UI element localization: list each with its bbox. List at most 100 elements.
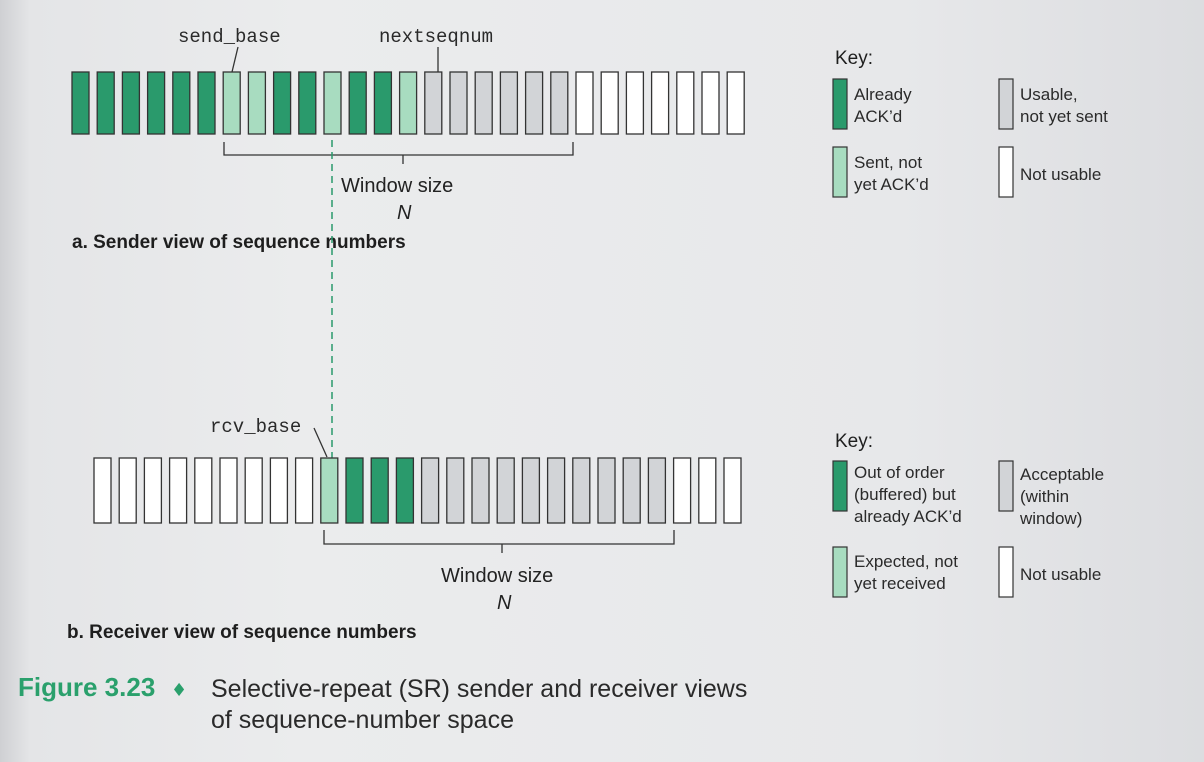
figure-separator: ♦ bbox=[171, 680, 187, 701]
sender-key-text: ACK’d bbox=[854, 107, 902, 126]
sender-seq-box bbox=[96, 71, 115, 135]
receiver-key-text: Expected, not bbox=[854, 552, 958, 571]
receiver-key-title: Key: bbox=[835, 431, 873, 452]
receiver-seq-box bbox=[420, 457, 440, 524]
receiver-key: Key: Out of order (buffered) but already A… bbox=[832, 431, 1104, 598]
sender-key-title: Key: bbox=[835, 48, 873, 69]
receiver-key-text: window) bbox=[1019, 509, 1082, 528]
sender-caption: a. Sender view of sequence numbers bbox=[72, 232, 406, 253]
rcv-base-pointer bbox=[313, 427, 328, 458]
sender-key-swatch bbox=[832, 78, 848, 130]
receiver-key-text: Not usable bbox=[1020, 565, 1101, 584]
receiver-seq-box bbox=[370, 457, 389, 524]
sender-seq-box bbox=[726, 71, 745, 135]
sender-seq-box bbox=[676, 71, 695, 135]
sender-seq-box bbox=[146, 71, 166, 135]
receiver-key-text: yet received bbox=[854, 574, 946, 593]
sender-seq-box bbox=[222, 71, 241, 135]
receiver-seq-box bbox=[219, 457, 238, 524]
sender-key-swatch bbox=[998, 78, 1014, 130]
sender-key-text: Not usable bbox=[1020, 165, 1101, 184]
receiver-sequence-boxes bbox=[93, 457, 742, 524]
sender-seq-box bbox=[650, 71, 670, 135]
receiver-seq-box bbox=[244, 457, 263, 524]
sender-seq-box bbox=[298, 71, 317, 135]
sender-key-swatch bbox=[832, 146, 848, 198]
receiver-seq-box bbox=[395, 457, 415, 524]
sender-window-bracket bbox=[223, 142, 574, 164]
sender-window-label: Window size bbox=[341, 175, 453, 197]
figure-caption-line1: Selective-repeat (SR) sender and receive… bbox=[211, 675, 747, 703]
sender-seq-box bbox=[247, 71, 267, 135]
receiver-seq-box bbox=[194, 457, 213, 524]
receiver-key-text: Out of order bbox=[854, 463, 945, 482]
receiver-seq-box bbox=[471, 457, 490, 524]
receiver-seq-box bbox=[647, 457, 667, 524]
receiver-seq-box bbox=[118, 457, 137, 524]
receiver-key-text: (buffered) but bbox=[854, 485, 956, 504]
sender-seq-box bbox=[600, 71, 619, 135]
sender-seq-box bbox=[449, 71, 468, 135]
receiver-seq-box bbox=[320, 457, 339, 524]
receiver-seq-box bbox=[168, 457, 188, 524]
receiver-seq-box bbox=[546, 457, 566, 524]
nextseqnum-label: nextseqnum bbox=[379, 26, 493, 48]
receiver-seq-box bbox=[521, 457, 541, 524]
sender-sequence-boxes bbox=[71, 71, 745, 135]
receiver-seq-box bbox=[672, 457, 692, 524]
receiver-seq-box bbox=[93, 457, 112, 524]
receiver-window-var: N bbox=[497, 592, 512, 614]
sender-seq-box bbox=[373, 71, 393, 135]
sender-key-text: Sent, not bbox=[854, 153, 922, 172]
receiver-key-swatch bbox=[832, 460, 848, 512]
sender-key-text: yet ACK’d bbox=[854, 175, 929, 194]
sender-key-swatch bbox=[998, 146, 1014, 198]
receiver-seq-box bbox=[446, 457, 465, 524]
sender-window-var: N bbox=[397, 202, 412, 224]
sender-seq-box bbox=[323, 71, 342, 135]
sender-seq-box bbox=[71, 71, 90, 135]
rcv-base-label: rcv_base bbox=[210, 416, 301, 438]
receiver-seq-box bbox=[622, 457, 641, 524]
receiver-seq-box bbox=[345, 457, 364, 524]
receiver-seq-box bbox=[597, 457, 616, 524]
receiver-seq-box bbox=[496, 457, 515, 524]
receiver-window-label: Window size bbox=[441, 565, 553, 587]
receiver-window-bracket bbox=[323, 530, 675, 553]
sender-key-text: Already bbox=[854, 85, 912, 104]
sender-seq-box bbox=[550, 71, 569, 135]
sender-seq-box bbox=[398, 71, 418, 135]
receiver-seq-box bbox=[294, 457, 314, 524]
receiver-key-swatch bbox=[832, 546, 848, 598]
receiver-seq-box bbox=[698, 457, 717, 524]
sender-seq-box bbox=[121, 71, 141, 135]
sender-seq-box bbox=[272, 71, 292, 135]
sender-key-text: not yet sent bbox=[1020, 107, 1108, 126]
receiver-seq-box bbox=[269, 457, 289, 524]
send-base-pointer bbox=[231, 46, 239, 73]
receiver-caption: b. Receiver view of sequence numbers bbox=[67, 622, 417, 643]
figure-caption-line2: of sequence-number space bbox=[211, 706, 514, 734]
sender-seq-box bbox=[474, 71, 493, 135]
receiver-key-swatch bbox=[998, 546, 1014, 598]
receiver-seq-box bbox=[572, 457, 591, 524]
sender-seq-box bbox=[197, 71, 216, 135]
sender-seq-box bbox=[424, 71, 443, 135]
sender-seq-box bbox=[575, 71, 594, 135]
sender-seq-box bbox=[701, 71, 720, 135]
sender-key: Key: Already ACK’d Usable, not yet sent Sent… bbox=[832, 48, 1108, 198]
receiver-key-swatch bbox=[998, 460, 1014, 512]
sender-seq-box bbox=[348, 71, 367, 135]
receiver-key-text: Acceptable bbox=[1020, 465, 1104, 484]
receiver-key-text: (within bbox=[1020, 487, 1069, 506]
sender-seq-box bbox=[499, 71, 519, 135]
sender-seq-box bbox=[172, 71, 191, 135]
send-base-label: send_base bbox=[178, 26, 281, 48]
sender-seq-box bbox=[524, 71, 544, 135]
receiver-seq-box bbox=[143, 457, 163, 524]
receiver-seq-box bbox=[723, 457, 742, 524]
receiver-key-text: already ACK’d bbox=[854, 507, 962, 526]
figure-number: Figure 3.23 bbox=[18, 672, 155, 702]
sender-seq-box bbox=[625, 71, 645, 135]
